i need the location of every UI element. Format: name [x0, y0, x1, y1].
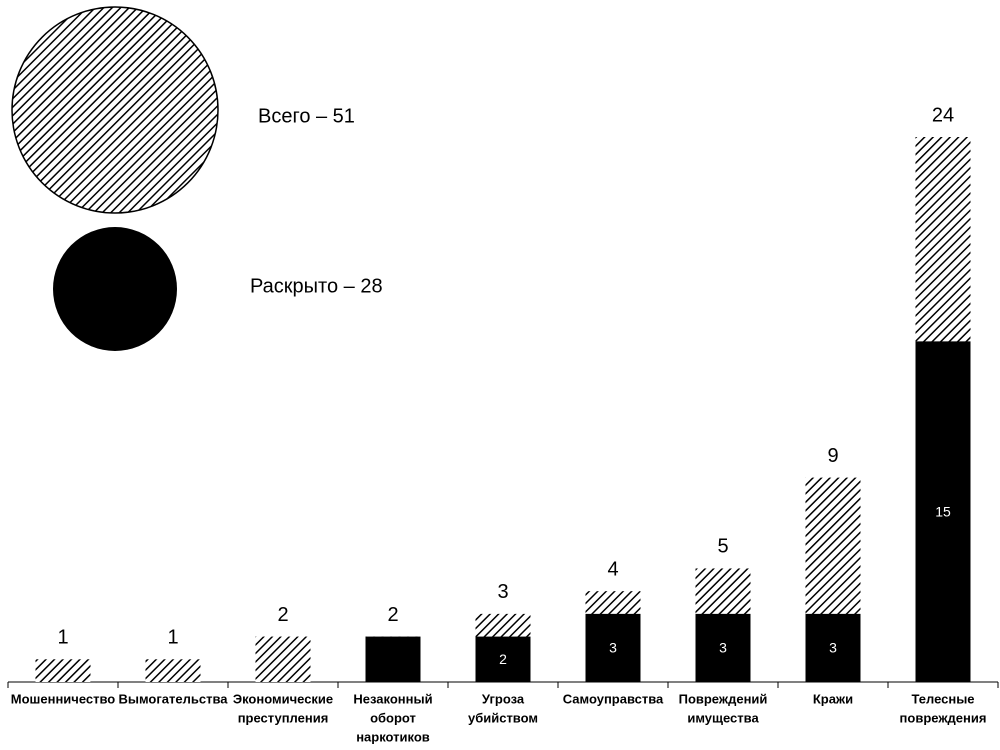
x-tick-label: повреждения: [900, 710, 987, 725]
x-tick-label: Самоуправства: [563, 691, 664, 706]
data-label: 1: [57, 627, 68, 649]
bar-total: [145, 659, 201, 682]
data-label: 2: [387, 604, 398, 626]
bar-solved: [475, 636, 531, 682]
x-tick-label: Повреждений: [679, 691, 768, 706]
legend-swatch: [53, 227, 177, 351]
legend-label: Раскрыто – 28: [250, 275, 383, 297]
x-tick-label: наркотиков: [356, 729, 430, 744]
data-label: 2: [499, 651, 507, 667]
data-label: 24: [932, 104, 954, 126]
x-tick-label: Кражи: [813, 691, 853, 706]
legend-swatch: [11, 6, 219, 214]
data-label: 9: [827, 445, 838, 467]
data-label: 3: [497, 581, 508, 603]
bar-total: [35, 659, 91, 682]
bar-solved: [585, 613, 641, 682]
data-label: 2: [277, 604, 288, 626]
x-tick-label: Экономические: [233, 691, 333, 706]
x-tick-label: убийством: [468, 710, 538, 725]
data-label: 5: [717, 536, 728, 558]
data-label: 1: [167, 627, 178, 649]
x-tick-label: Телесные: [911, 691, 974, 706]
bar-total: [255, 636, 311, 682]
x-tick-label: оборот: [370, 710, 416, 725]
bar-solved: [915, 341, 971, 682]
bar-solved: [805, 613, 861, 682]
bar-solved: [365, 636, 421, 682]
x-tick-label: Вымогательства: [118, 691, 228, 706]
x-tick-label: Угроза: [482, 691, 525, 706]
data-label: 3: [609, 640, 617, 656]
bar-solved: [695, 613, 751, 682]
x-tick-label: Незаконный: [353, 691, 432, 706]
data-label: 15: [935, 503, 951, 519]
x-tick-label: Мошенничество: [11, 691, 116, 706]
data-label: 4: [607, 558, 618, 580]
data-label: 3: [829, 640, 837, 656]
x-tick-label: преступления: [238, 710, 329, 725]
x-tick-label: имущества: [687, 710, 759, 725]
data-label: 3: [719, 640, 727, 656]
legend-label: Всего – 51: [258, 105, 355, 127]
